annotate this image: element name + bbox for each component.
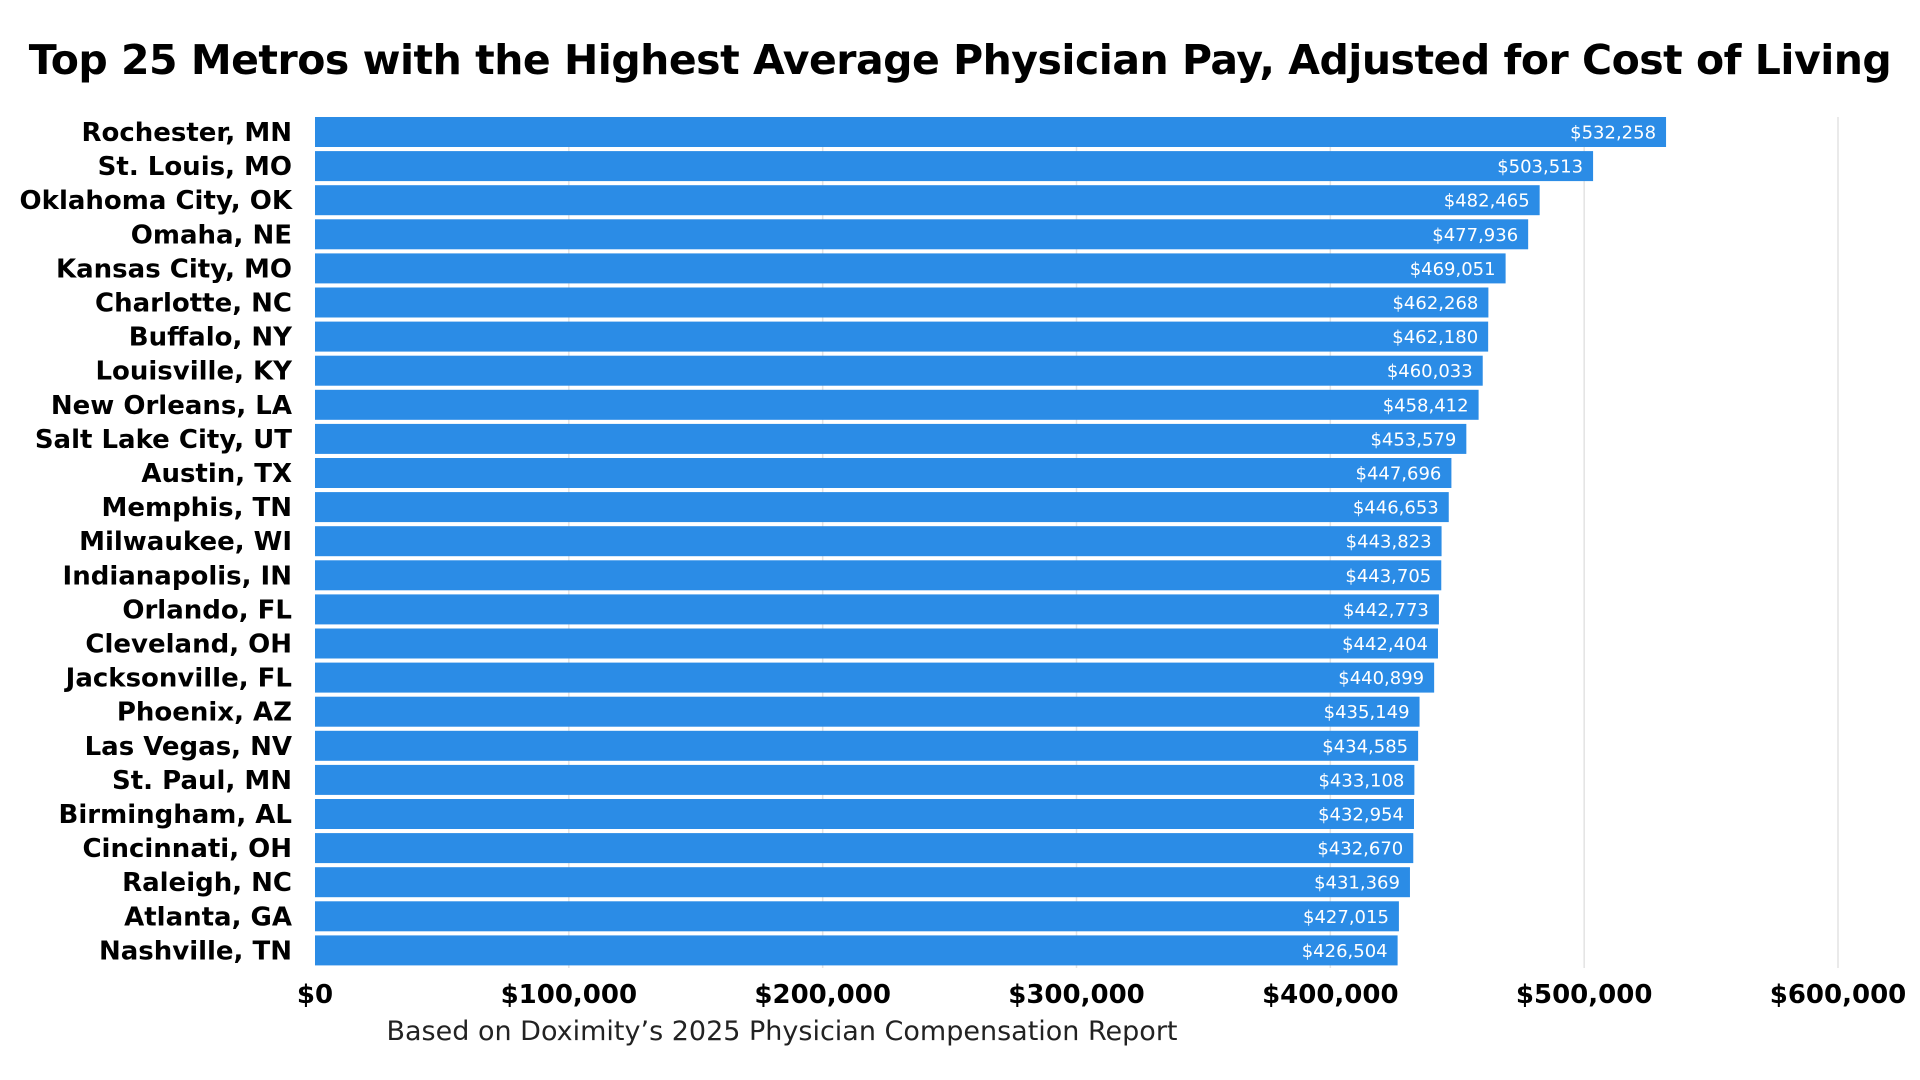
value-label: $446,653 xyxy=(1353,498,1439,519)
bar xyxy=(315,799,1414,829)
x-tick-label: $200,000 xyxy=(754,980,891,1010)
category-label: Austin, TX xyxy=(141,459,292,489)
category-label: Jacksonville, FL xyxy=(64,664,292,694)
value-label: $477,936 xyxy=(1432,225,1518,246)
bar xyxy=(315,287,1489,318)
category-label: Memphis, TN xyxy=(101,493,292,523)
category-label: Rochester, MN xyxy=(81,118,292,148)
x-tick-label: $0 xyxy=(297,980,333,1010)
category-label: Kansas City, MO xyxy=(56,254,292,284)
value-label: $434,585 xyxy=(1322,736,1408,757)
x-tick-label: $300,000 xyxy=(1008,980,1145,1010)
value-label: $435,149 xyxy=(1324,702,1410,723)
category-label: Oklahoma City, OK xyxy=(20,186,293,216)
category-label: Cincinnati, OH xyxy=(82,834,292,864)
category-label: Louisville, KY xyxy=(95,357,293,387)
chart-title: Top 25 Metros with the Highest Average P… xyxy=(28,36,1892,84)
category-label: Birmingham, AL xyxy=(59,800,292,830)
category-label: New Orleans, LA xyxy=(51,391,292,421)
bar xyxy=(315,185,1540,216)
bar xyxy=(315,560,1442,591)
value-label: $532,258 xyxy=(1570,123,1656,144)
bar xyxy=(315,628,1438,659)
category-label: Salt Lake City, UT xyxy=(35,425,292,455)
bar xyxy=(315,355,1483,386)
bar xyxy=(315,423,1467,454)
value-label: $432,670 xyxy=(1317,839,1403,860)
bar xyxy=(315,833,1414,864)
bar xyxy=(315,253,1506,284)
x-tick-label: $400,000 xyxy=(1262,980,1399,1010)
category-label: Las Vegas, NV xyxy=(85,732,292,762)
value-label: $460,033 xyxy=(1387,361,1473,382)
bar xyxy=(315,730,1419,761)
category-label: Indianapolis, IN xyxy=(63,561,292,591)
bar xyxy=(315,321,1489,352)
value-label: $503,513 xyxy=(1497,157,1583,178)
category-labels: Rochester, MN St. Louis, MO Oklahoma City,… xyxy=(20,118,294,966)
value-label: $482,465 xyxy=(1444,191,1530,212)
category-label: Milwaukee, WI xyxy=(79,527,292,557)
category-label: Raleigh, NC xyxy=(122,868,292,898)
value-label: $442,404 xyxy=(1342,634,1428,655)
value-label: $431,369 xyxy=(1314,873,1400,894)
category-label: Orlando, FL xyxy=(122,595,292,625)
value-label: $469,051 xyxy=(1410,259,1496,280)
bar xyxy=(315,492,1449,523)
category-label: Atlanta, GA xyxy=(124,902,292,932)
x-tick-label: $500,000 xyxy=(1516,980,1653,1010)
bar xyxy=(315,662,1435,693)
bar xyxy=(315,458,1452,488)
value-label: $443,823 xyxy=(1346,532,1432,553)
category-label: St. Louis, MO xyxy=(98,152,292,182)
bar xyxy=(315,901,1399,932)
x-axis-ticks: $0 $100,000 $200,000 $300,000 $400,000 $500,0… xyxy=(297,980,1906,1010)
category-label: Omaha, NE xyxy=(131,220,292,250)
bar xyxy=(315,867,1410,898)
category-label: Phoenix, AZ xyxy=(117,698,292,728)
category-label: Charlotte, NC xyxy=(95,289,292,319)
bar xyxy=(315,696,1420,727)
x-tick-label: $100,000 xyxy=(501,980,638,1010)
value-label: $447,696 xyxy=(1356,464,1442,485)
category-label: Buffalo, NY xyxy=(129,323,293,353)
value-label: $427,015 xyxy=(1303,907,1389,928)
bar xyxy=(315,389,1479,420)
value-label: $462,268 xyxy=(1392,293,1478,314)
value-label: $462,180 xyxy=(1392,327,1478,348)
category-label: Nashville, TN xyxy=(99,936,292,966)
value-label: $458,412 xyxy=(1383,395,1469,416)
x-tick-label: $600,000 xyxy=(1770,980,1907,1010)
bar xyxy=(315,526,1442,557)
value-labels: $532,258 $503,513 $482,465 $477,936 $469,051… xyxy=(1302,123,1656,962)
value-label: $443,705 xyxy=(1345,566,1431,587)
bar xyxy=(315,594,1439,625)
value-label: $426,504 xyxy=(1302,941,1388,962)
value-label: $433,108 xyxy=(1318,770,1404,791)
value-label: $442,773 xyxy=(1343,600,1429,621)
category-label: Cleveland, OH xyxy=(85,630,292,660)
chart-caption: Based on Doximity’s 2025 Physician Compe… xyxy=(386,1016,1178,1047)
bar xyxy=(315,935,1398,966)
value-label: $432,954 xyxy=(1318,805,1404,826)
bar xyxy=(315,117,1667,147)
bar xyxy=(315,151,1594,182)
bars xyxy=(315,117,1667,966)
category-label: St. Paul, MN xyxy=(112,766,292,796)
value-label: $453,579 xyxy=(1370,429,1456,450)
bar xyxy=(315,764,1415,795)
value-label: $440,899 xyxy=(1338,668,1424,689)
bar xyxy=(315,219,1529,250)
